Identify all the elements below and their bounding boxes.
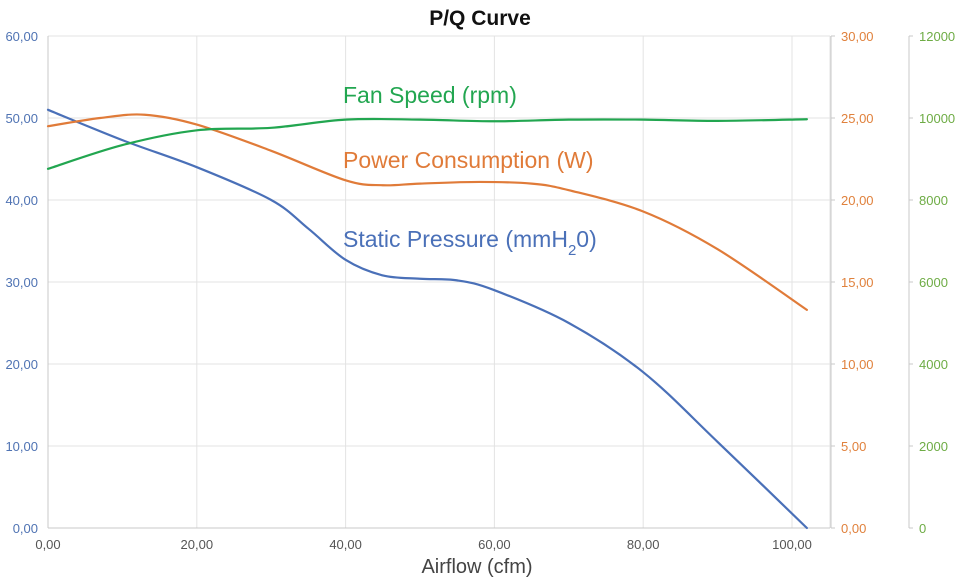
rpm-tick-label: 8000 bbox=[919, 193, 948, 208]
chart-title: P/Q Curve bbox=[429, 7, 531, 30]
x-tick-label: 100,00 bbox=[772, 537, 812, 552]
rpm-tick-label: 6000 bbox=[919, 275, 948, 290]
fan-speed-label: Fan Speed (rpm) bbox=[343, 82, 517, 108]
left-tick-label: 40,00 bbox=[5, 193, 38, 208]
left-tick-label: 10,00 bbox=[5, 439, 38, 454]
static-pressure-label-sub: 2 bbox=[568, 242, 576, 259]
x-tick-label: 80,00 bbox=[627, 537, 660, 552]
left-tick-label: 60,00 bbox=[5, 29, 38, 44]
series-lines bbox=[46, 108, 808, 530]
rpm-tick-label: 0 bbox=[919, 521, 926, 536]
static-pressure-label-main: Static Pressure (mmH bbox=[343, 226, 568, 252]
left-axis-ticks: 0,00 10,00 20,00 30,00 40,00 50,00 60,00 bbox=[5, 29, 38, 536]
static-pressure-label: Static Pressure (mmH20) bbox=[343, 226, 597, 259]
power-consumption-line bbox=[46, 113, 808, 311]
left-tick-label: 30,00 bbox=[5, 275, 38, 290]
power-tick-label: 10,00 bbox=[841, 357, 874, 372]
rpm-tick-label: 4000 bbox=[919, 357, 948, 372]
rpm-tick-label: 12000 bbox=[919, 29, 955, 44]
power-tick-label: 5,00 bbox=[841, 439, 866, 454]
x-tick-label: 0,00 bbox=[35, 537, 60, 552]
static-pressure-label-tail: 0) bbox=[576, 226, 596, 252]
power-tick-label: 20,00 bbox=[841, 193, 874, 208]
x-tick-label: 60,00 bbox=[478, 537, 511, 552]
power-tick-label: 15,00 bbox=[841, 275, 874, 290]
x-axis-label: Airflow (cfm) bbox=[421, 556, 532, 578]
left-tick-label: 0,00 bbox=[13, 521, 38, 536]
power-tick-label: 25,00 bbox=[841, 111, 874, 126]
rpm-axis-ticks: 0 2000 4000 6000 8000 10000 12000 bbox=[909, 29, 955, 536]
x-tick-label: 20,00 bbox=[181, 537, 214, 552]
left-tick-label: 20,00 bbox=[5, 357, 38, 372]
rpm-tick-label: 10000 bbox=[919, 111, 955, 126]
x-axis-ticks: 0,00 20,00 40,00 60,00 80,00 100,00 bbox=[35, 537, 812, 552]
x-tick-label: 40,00 bbox=[329, 537, 362, 552]
static-pressure-line bbox=[46, 108, 808, 530]
left-tick-label: 50,00 bbox=[5, 111, 38, 126]
power-axis-ticks: 0,00 5,00 10,00 15,00 20,00 25,00 30,00 bbox=[831, 29, 874, 536]
rpm-tick-label: 2000 bbox=[919, 439, 948, 454]
power-consumption-label: Power Consumption (W) bbox=[343, 147, 594, 173]
fan-speed-line bbox=[46, 117, 808, 170]
power-tick-label: 0,00 bbox=[841, 521, 866, 536]
gridlines bbox=[48, 35, 831, 528]
power-tick-label: 30,00 bbox=[841, 29, 874, 44]
